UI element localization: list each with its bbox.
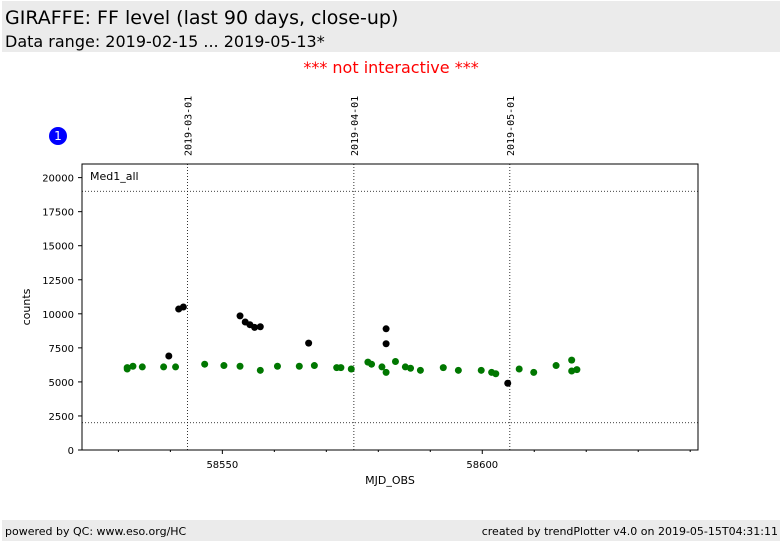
ok-point [201,360,209,368]
report-header: GIRAFFE: FF level (last 90 days, close-u… [2,1,780,52]
ok-point [347,365,355,373]
ok-point [160,363,168,371]
report-footer: powered by QC: www.eso.org/HC created by… [2,520,780,541]
ok-point [552,362,560,370]
ok-point [477,366,485,374]
flagged-point [256,323,264,331]
y-tick-label: 7500 [49,344,74,355]
ok-point [310,362,318,370]
y-tick-label: 5000 [49,378,74,389]
x-tick-label: 58550 [206,460,238,471]
ok-point [256,366,264,374]
y-tick-label: 17500 [42,208,74,219]
ok-point [573,366,581,374]
ok-point [295,362,303,370]
flagged-point [382,340,390,348]
ok-point [530,368,538,376]
ok-point [378,363,386,371]
y-axis-label: counts [20,288,33,325]
flagged-point [305,339,313,347]
ok-point [337,364,345,372]
footer-timestamp: created by trendPlotter v4.0 on 2019-05-… [481,525,778,538]
y-tick-label: 0 [68,446,74,457]
data-points [123,303,581,387]
flagged-point [179,303,187,311]
date-markers: 2019-03-01 2019-04-01 2019-05-01 [184,96,517,450]
plot-frame [81,163,699,451]
ok-point [416,366,424,374]
footer-credit: powered by QC: www.eso.org/HC [5,525,187,538]
flagged-point [236,312,244,320]
axes: 0 2500 5000 7500 10000 12500 15000 17500 20000 58… [42,174,691,471]
y-tick-label: 10000 [42,310,74,321]
report-subtitle: Data range: 2019-02-15 ... 2019-05-13* [5,32,325,51]
ok-point [454,366,462,374]
flagged-point [165,352,173,360]
report-title: GIRAFFE: FF level (last 90 days, close-u… [5,7,399,29]
date-marker-label: 2019-05-01 [506,96,517,156]
ok-point [129,362,137,370]
badge-number: 1 [54,129,62,143]
y-tick-label: 2500 [49,412,74,423]
ok-point [172,363,180,371]
ok-point [236,362,244,370]
ok-point [391,357,399,365]
ok-point [220,362,228,370]
y-tick-label: 12500 [42,276,74,287]
y-tick-label: 20000 [42,174,74,185]
ok-point [382,368,390,376]
ok-point [439,364,447,372]
flagged-point [251,323,259,331]
x-axis-label: MJD_OBS [365,474,415,487]
y-tick-label: 15000 [42,242,74,253]
ok-point [273,362,281,370]
ok-point [407,364,415,372]
threshold-lines [82,190,698,424]
flagged-point [382,325,390,333]
ok-point [138,363,146,371]
ok-point [492,370,500,378]
badge-circle [49,127,67,145]
x-tick-label: 58600 [466,460,498,471]
date-marker-label: 2019-04-01 [350,96,361,156]
ok-point [515,365,523,373]
ok-point [568,356,576,364]
ok-point [123,364,131,372]
flagged-point [504,379,512,387]
panel-label: Med1_all [90,170,139,183]
ok-point [368,360,376,368]
date-marker-label: 2019-03-01 [184,96,195,156]
non-interactive-notice: *** not interactive *** [303,58,479,77]
plot-number-badge: 1 [49,127,67,145]
